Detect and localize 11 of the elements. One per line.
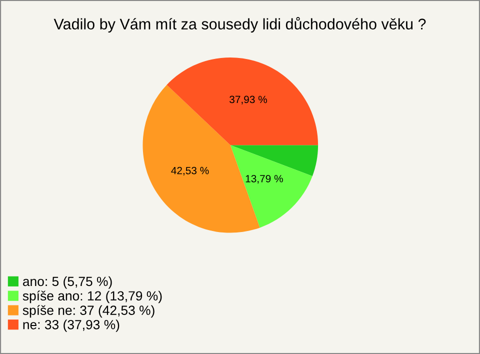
data-label: 42,53 % [171, 166, 209, 176]
chart-title: Vadilo by Vám mít za sousedy lidi důchodového věku ? [54, 17, 426, 33]
legend-label: spíše ne: 37 (42,53 %) [22, 305, 154, 318]
pie-slice [166, 57, 318, 146]
legend-label: spíše ano: 12 (13,79 %) [22, 290, 162, 304]
data-label: 13,79 % [246, 174, 283, 184]
pie-slice [230, 145, 318, 176]
legend-label: ano: 5 (5,75 %) [22, 276, 112, 289]
pie-slice [230, 145, 312, 228]
legend-label: ne: 33 (37,93 %) [23, 320, 120, 332]
data-label: 37,93 % [230, 96, 267, 104]
